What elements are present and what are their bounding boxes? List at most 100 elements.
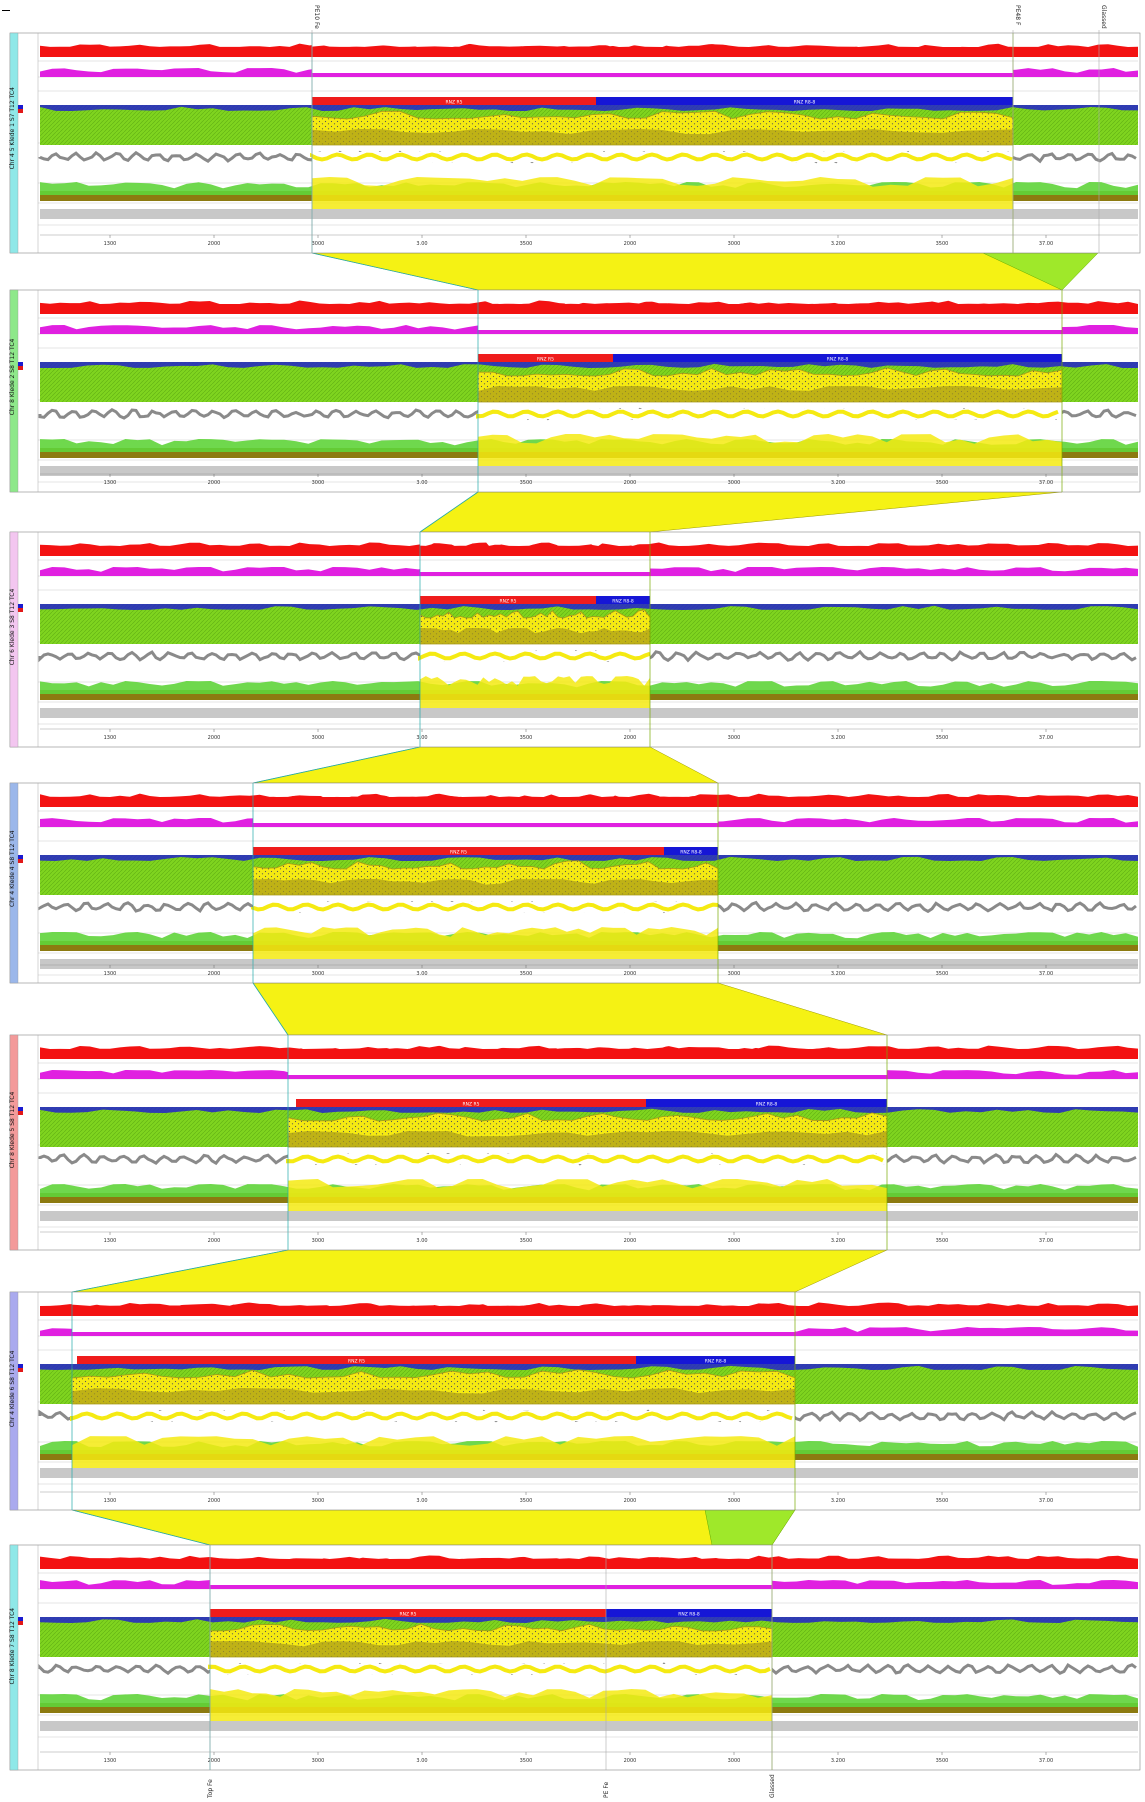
panel-indicator xyxy=(18,1364,23,1368)
axis-tick-label: 3500 xyxy=(520,480,533,486)
axis-tick-label: 3500 xyxy=(936,1758,949,1764)
axis-tick-label: 3500 xyxy=(520,1758,533,1764)
annotation-bar-label: RNZ R5 xyxy=(537,357,554,363)
annotation-bar xyxy=(646,1099,887,1108)
annotation-bar-label: RNZ R8-8 xyxy=(680,850,702,856)
axis-tick-label: 3000 xyxy=(728,1758,741,1764)
annotation-bar-label: RNZ R8-8 xyxy=(705,1359,727,1365)
axis-tick-label: 3500 xyxy=(936,971,949,977)
chromosome-panel: Chr 4 Klede 4 S8 T12 TC4 RNZ R5 RNZ R8-8 13… xyxy=(9,782,1141,984)
annotation-bar-label: RNZ R8-8 xyxy=(678,1612,700,1618)
panel-side-strip xyxy=(9,531,19,748)
axis-tick-label: 1300 xyxy=(104,480,117,486)
axis-tick-label: 3.200 xyxy=(831,1238,845,1244)
yellow-lower-track xyxy=(253,927,718,959)
axis-tick-label: 1300 xyxy=(104,1238,117,1244)
axis-tick-label: 3.00 xyxy=(416,1238,427,1244)
axis-tick-label: 3500 xyxy=(520,971,533,977)
yellow-grey-track xyxy=(208,1664,771,1674)
axis-tick-label: 3000 xyxy=(312,1238,325,1244)
axis-tick-label: 3.200 xyxy=(831,1758,845,1764)
axis-tick-label: 2000 xyxy=(208,480,221,486)
top-marker-label: PE48 F xyxy=(1014,5,1021,26)
red-track xyxy=(40,1302,1138,1316)
axis-tick-label: 3000 xyxy=(312,971,325,977)
panel-side-strip xyxy=(9,782,19,984)
annotation-bar xyxy=(210,1609,606,1618)
panel-side-strip xyxy=(9,32,19,254)
axis-tick-label: 3.200 xyxy=(831,1498,845,1504)
panel-side-strip xyxy=(9,1034,19,1251)
axis-tick-label: 37.00 xyxy=(1039,971,1053,977)
panel-indicator xyxy=(18,855,23,859)
axis-tick-label: 2000 xyxy=(624,1758,637,1764)
chromosome-panel: Chr 4 Klede 6 S8 T12 TC4 RNZ R5 RNZ R8-8 13… xyxy=(9,1291,1141,1511)
axis-tick-label: 3000 xyxy=(728,971,741,977)
panel-indicator xyxy=(18,109,23,113)
synteny-connector xyxy=(252,982,888,1036)
annotation-bar-label: RNZ R8-8 xyxy=(794,100,816,106)
yellow-lower-track xyxy=(288,1179,887,1211)
axis-tick-label: 1300 xyxy=(104,735,117,741)
annotation-bar-label: RNZ R5 xyxy=(450,850,467,856)
yellow-lower-track xyxy=(478,434,1062,466)
annotation-bar xyxy=(596,97,1013,106)
panel-indicator xyxy=(18,1368,23,1372)
bottom-marker-label: Top Fe xyxy=(207,1779,214,1799)
panel-indicator xyxy=(18,366,23,370)
bottom-marker-label: Glassed xyxy=(769,1774,776,1798)
axis-tick-label: 2000 xyxy=(208,971,221,977)
axis-tick-label: 37.00 xyxy=(1039,1238,1053,1244)
synteny-connector xyxy=(252,746,719,784)
annotation-bar-label: RNZ R8-8 xyxy=(612,599,634,605)
axis-tick-label: 3500 xyxy=(520,1498,533,1504)
yellow-grey-track xyxy=(286,1154,884,1164)
annotation-bar xyxy=(296,1099,646,1108)
axis-tick-label: 3500 xyxy=(936,480,949,486)
axis-tick-label: 3500 xyxy=(520,735,533,741)
annotation-bar xyxy=(253,847,664,856)
annotation-bar-label: RNZ R5 xyxy=(500,599,517,605)
yellow-grey-track xyxy=(310,152,1013,162)
annotation-bar-label: RNZ R5 xyxy=(463,1102,480,1108)
synteny-connector xyxy=(311,252,1099,291)
axis-tick-label: 37.00 xyxy=(1039,735,1053,741)
annotation-bar-label: RNZ R8-8 xyxy=(827,357,849,363)
axis-tick-label: 3.200 xyxy=(831,480,845,486)
annotation-bar-label: RNZ R5 xyxy=(446,100,463,106)
panel-indicator xyxy=(18,608,23,612)
panel-indicator xyxy=(18,604,23,608)
axis-tick-label: 37.00 xyxy=(1039,241,1053,247)
panel-indicator xyxy=(18,105,23,109)
axis-tick-label: 37.00 xyxy=(1039,1498,1053,1504)
axis-tick-label: 2000 xyxy=(624,1498,637,1504)
annotation-bar xyxy=(613,354,1062,363)
axis-tick-label: 3000 xyxy=(312,1758,325,1764)
axis-tick-label: 3000 xyxy=(728,1498,741,1504)
panel-side-strip xyxy=(9,1291,19,1511)
chromosome-panel: Chr 6 Klede 3 S8 T12 TC4 RNZ R5 RNZ R8-8 13… xyxy=(9,531,1141,748)
axis-tick-label: 3500 xyxy=(936,1238,949,1244)
annotation-bar xyxy=(664,847,718,856)
annotation-bar-label: RNZ R8-8 xyxy=(756,1102,778,1108)
yellow-lower-track xyxy=(312,177,1013,209)
axis-tick-label: 2000 xyxy=(208,241,221,247)
axis-tick-label: 2000 xyxy=(624,1238,637,1244)
axis-tick-label: 3500 xyxy=(936,1498,949,1504)
axis-tick-label: 3.00 xyxy=(416,1758,427,1764)
axis-tick-label: 2000 xyxy=(624,241,637,247)
axis-tick-label: 1300 xyxy=(104,241,117,247)
synteny-connector xyxy=(419,491,1063,533)
axis-tick-label: 2000 xyxy=(624,735,637,741)
axis-tick-label: 37.00 xyxy=(1039,1758,1053,1764)
axis-tick-label: 3000 xyxy=(728,1238,741,1244)
axis-tick-label: 2000 xyxy=(208,735,221,741)
panel-label: Chr 8 Klede 2 S8 T12 TC4 xyxy=(9,338,16,415)
axis-tick-label: 3000 xyxy=(312,241,325,247)
top-marker-label: Glassed xyxy=(1100,5,1107,29)
panel-label: Chr 4 Klede 4 S8 T12 TC4 xyxy=(9,830,16,907)
corner-dash xyxy=(2,10,10,11)
axis-tick-label: 3.200 xyxy=(831,735,845,741)
axis-tick-label: 3000 xyxy=(728,480,741,486)
